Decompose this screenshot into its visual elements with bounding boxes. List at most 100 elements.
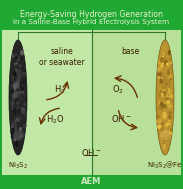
Ellipse shape xyxy=(20,66,21,68)
Ellipse shape xyxy=(12,107,14,110)
Ellipse shape xyxy=(22,72,26,76)
Ellipse shape xyxy=(168,104,171,108)
Ellipse shape xyxy=(18,115,19,117)
Ellipse shape xyxy=(168,118,171,122)
Ellipse shape xyxy=(19,118,21,120)
Ellipse shape xyxy=(162,112,167,119)
Ellipse shape xyxy=(159,89,160,90)
Ellipse shape xyxy=(24,87,25,89)
Ellipse shape xyxy=(12,54,14,58)
Ellipse shape xyxy=(164,128,166,131)
Ellipse shape xyxy=(21,132,23,134)
Ellipse shape xyxy=(12,129,13,132)
Ellipse shape xyxy=(9,40,27,155)
Ellipse shape xyxy=(160,127,164,132)
Ellipse shape xyxy=(158,76,160,79)
Ellipse shape xyxy=(160,63,163,67)
Ellipse shape xyxy=(16,71,19,76)
Ellipse shape xyxy=(166,89,170,92)
Ellipse shape xyxy=(16,80,19,83)
Ellipse shape xyxy=(157,85,161,91)
Ellipse shape xyxy=(162,47,164,50)
Ellipse shape xyxy=(169,131,173,135)
Ellipse shape xyxy=(14,140,19,147)
Ellipse shape xyxy=(160,102,164,109)
Ellipse shape xyxy=(11,107,14,110)
Ellipse shape xyxy=(170,88,172,90)
Ellipse shape xyxy=(162,137,166,142)
Ellipse shape xyxy=(19,123,21,124)
Ellipse shape xyxy=(159,96,162,98)
Ellipse shape xyxy=(23,124,27,128)
Ellipse shape xyxy=(11,135,15,138)
Ellipse shape xyxy=(157,125,161,129)
Text: O$_2$: O$_2$ xyxy=(112,84,124,96)
Ellipse shape xyxy=(19,111,21,113)
Ellipse shape xyxy=(13,83,17,90)
Bar xyxy=(2,175,181,187)
Ellipse shape xyxy=(24,71,25,72)
Ellipse shape xyxy=(15,53,17,55)
Ellipse shape xyxy=(22,110,23,112)
Ellipse shape xyxy=(10,89,14,93)
Ellipse shape xyxy=(20,116,21,118)
Ellipse shape xyxy=(169,138,171,139)
Ellipse shape xyxy=(21,98,23,100)
Ellipse shape xyxy=(167,104,168,106)
Ellipse shape xyxy=(161,101,165,107)
Ellipse shape xyxy=(11,126,14,129)
Ellipse shape xyxy=(159,70,160,71)
Ellipse shape xyxy=(16,101,19,105)
Text: saline
or seawater: saline or seawater xyxy=(39,47,85,67)
Text: OH$^-$: OH$^-$ xyxy=(111,112,131,123)
Text: Ni$_3$S$_2$@Fe: Ni$_3$S$_2$@Fe xyxy=(147,160,183,171)
Ellipse shape xyxy=(18,69,20,71)
Ellipse shape xyxy=(166,70,170,77)
Ellipse shape xyxy=(19,74,21,77)
Ellipse shape xyxy=(13,123,17,126)
Ellipse shape xyxy=(166,63,169,66)
Ellipse shape xyxy=(170,120,172,122)
Ellipse shape xyxy=(14,98,17,102)
Ellipse shape xyxy=(12,75,14,79)
Ellipse shape xyxy=(169,93,171,95)
Ellipse shape xyxy=(160,119,164,122)
Ellipse shape xyxy=(13,130,23,140)
Ellipse shape xyxy=(160,79,163,84)
Ellipse shape xyxy=(21,57,23,60)
Ellipse shape xyxy=(168,115,171,120)
Ellipse shape xyxy=(17,108,19,112)
Ellipse shape xyxy=(15,127,17,131)
Text: H$_2$: H$_2$ xyxy=(54,84,66,96)
Ellipse shape xyxy=(161,122,164,125)
Ellipse shape xyxy=(15,139,17,142)
Ellipse shape xyxy=(17,77,20,82)
Ellipse shape xyxy=(159,106,162,110)
Ellipse shape xyxy=(16,63,18,64)
Ellipse shape xyxy=(20,83,22,86)
Text: Ni$_3$S$_2$: Ni$_3$S$_2$ xyxy=(8,161,28,171)
Ellipse shape xyxy=(157,67,160,72)
Ellipse shape xyxy=(168,92,171,96)
Ellipse shape xyxy=(160,91,162,92)
Bar xyxy=(2,30,92,175)
Ellipse shape xyxy=(160,141,161,143)
Ellipse shape xyxy=(19,91,22,94)
Ellipse shape xyxy=(165,97,169,101)
Ellipse shape xyxy=(23,69,25,71)
Ellipse shape xyxy=(10,128,15,135)
Ellipse shape xyxy=(12,99,15,104)
Ellipse shape xyxy=(167,87,171,92)
Ellipse shape xyxy=(164,82,167,84)
Ellipse shape xyxy=(157,73,161,76)
Ellipse shape xyxy=(10,100,15,107)
Ellipse shape xyxy=(16,118,19,121)
Ellipse shape xyxy=(170,104,173,106)
Ellipse shape xyxy=(171,84,172,86)
Ellipse shape xyxy=(12,100,16,105)
Ellipse shape xyxy=(161,45,166,50)
Ellipse shape xyxy=(21,107,25,113)
Ellipse shape xyxy=(168,81,172,85)
Ellipse shape xyxy=(164,57,166,59)
Ellipse shape xyxy=(18,108,21,110)
